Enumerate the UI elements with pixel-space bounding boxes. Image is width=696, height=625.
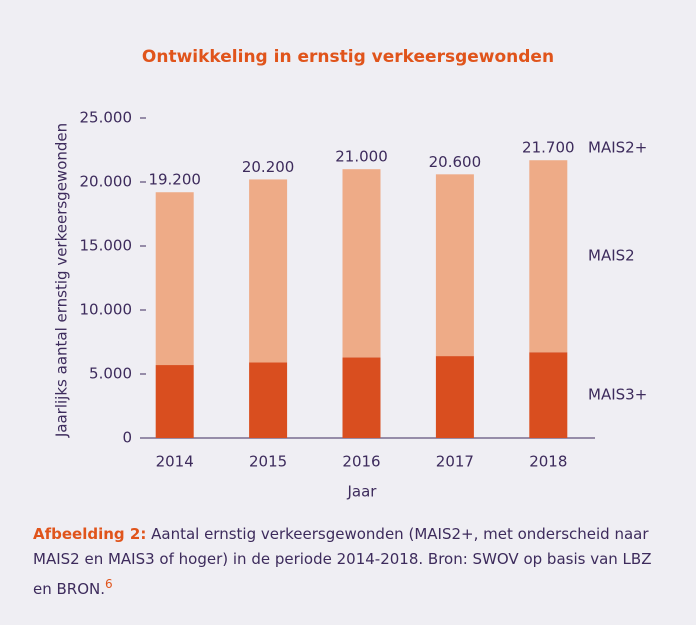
bar-segment <box>529 352 568 438</box>
y-axis-label: Jaarlijks aantal ernstig verkeersgewonde… <box>53 123 71 438</box>
chart: Ontwikkeling in ernstig verkeersgewonden… <box>53 47 648 501</box>
x-tick-label: 2015 <box>249 453 287 471</box>
totals-label: MAIS2+ <box>588 139 647 157</box>
y-tick-label: 20.000 <box>80 173 133 191</box>
bar-segment <box>249 362 288 438</box>
x-axis-label: Jaar <box>347 483 378 501</box>
bar-segment <box>435 174 474 357</box>
x-tick-label: 2014 <box>156 453 194 471</box>
x-tick-label: 2016 <box>342 453 380 471</box>
total-label: 20.200 <box>242 158 295 176</box>
y-tick-label: 0 <box>122 429 132 447</box>
footnote: 6 <box>105 577 113 591</box>
total-label: 19.200 <box>148 171 201 189</box>
series-label: MAIS2 <box>588 247 635 265</box>
bar-segment <box>155 192 194 366</box>
caption: Afbeelding 2: Aantal ernstig verkeersgew… <box>33 522 673 602</box>
caption-text: Aantal ernstig verkeersgewonden (MAIS2+,… <box>33 525 652 598</box>
caption-label: Afbeelding 2: <box>33 525 147 543</box>
series-label: MAIS3+ <box>588 386 647 404</box>
bar-segment <box>155 365 194 438</box>
total-label: 21.700 <box>522 139 575 157</box>
x-tick-label: 2017 <box>436 453 474 471</box>
bar-segment <box>342 357 381 438</box>
y-tick-label: 5.000 <box>89 365 132 383</box>
bar-segment <box>529 160 568 353</box>
bar-segment <box>249 179 288 363</box>
total-label: 21.000 <box>335 148 388 166</box>
y-tick-label: 25.000 <box>80 109 133 127</box>
y-tick-label: 10.000 <box>80 301 133 319</box>
chart-title: Ontwikkeling in ernstig verkeersgewonden <box>142 47 554 67</box>
y-tick-label: 15.000 <box>80 237 133 255</box>
x-tick-label: 2018 <box>529 453 567 471</box>
bar-segment <box>435 356 474 438</box>
bar-segment <box>342 169 381 358</box>
total-label: 20.600 <box>429 153 482 171</box>
